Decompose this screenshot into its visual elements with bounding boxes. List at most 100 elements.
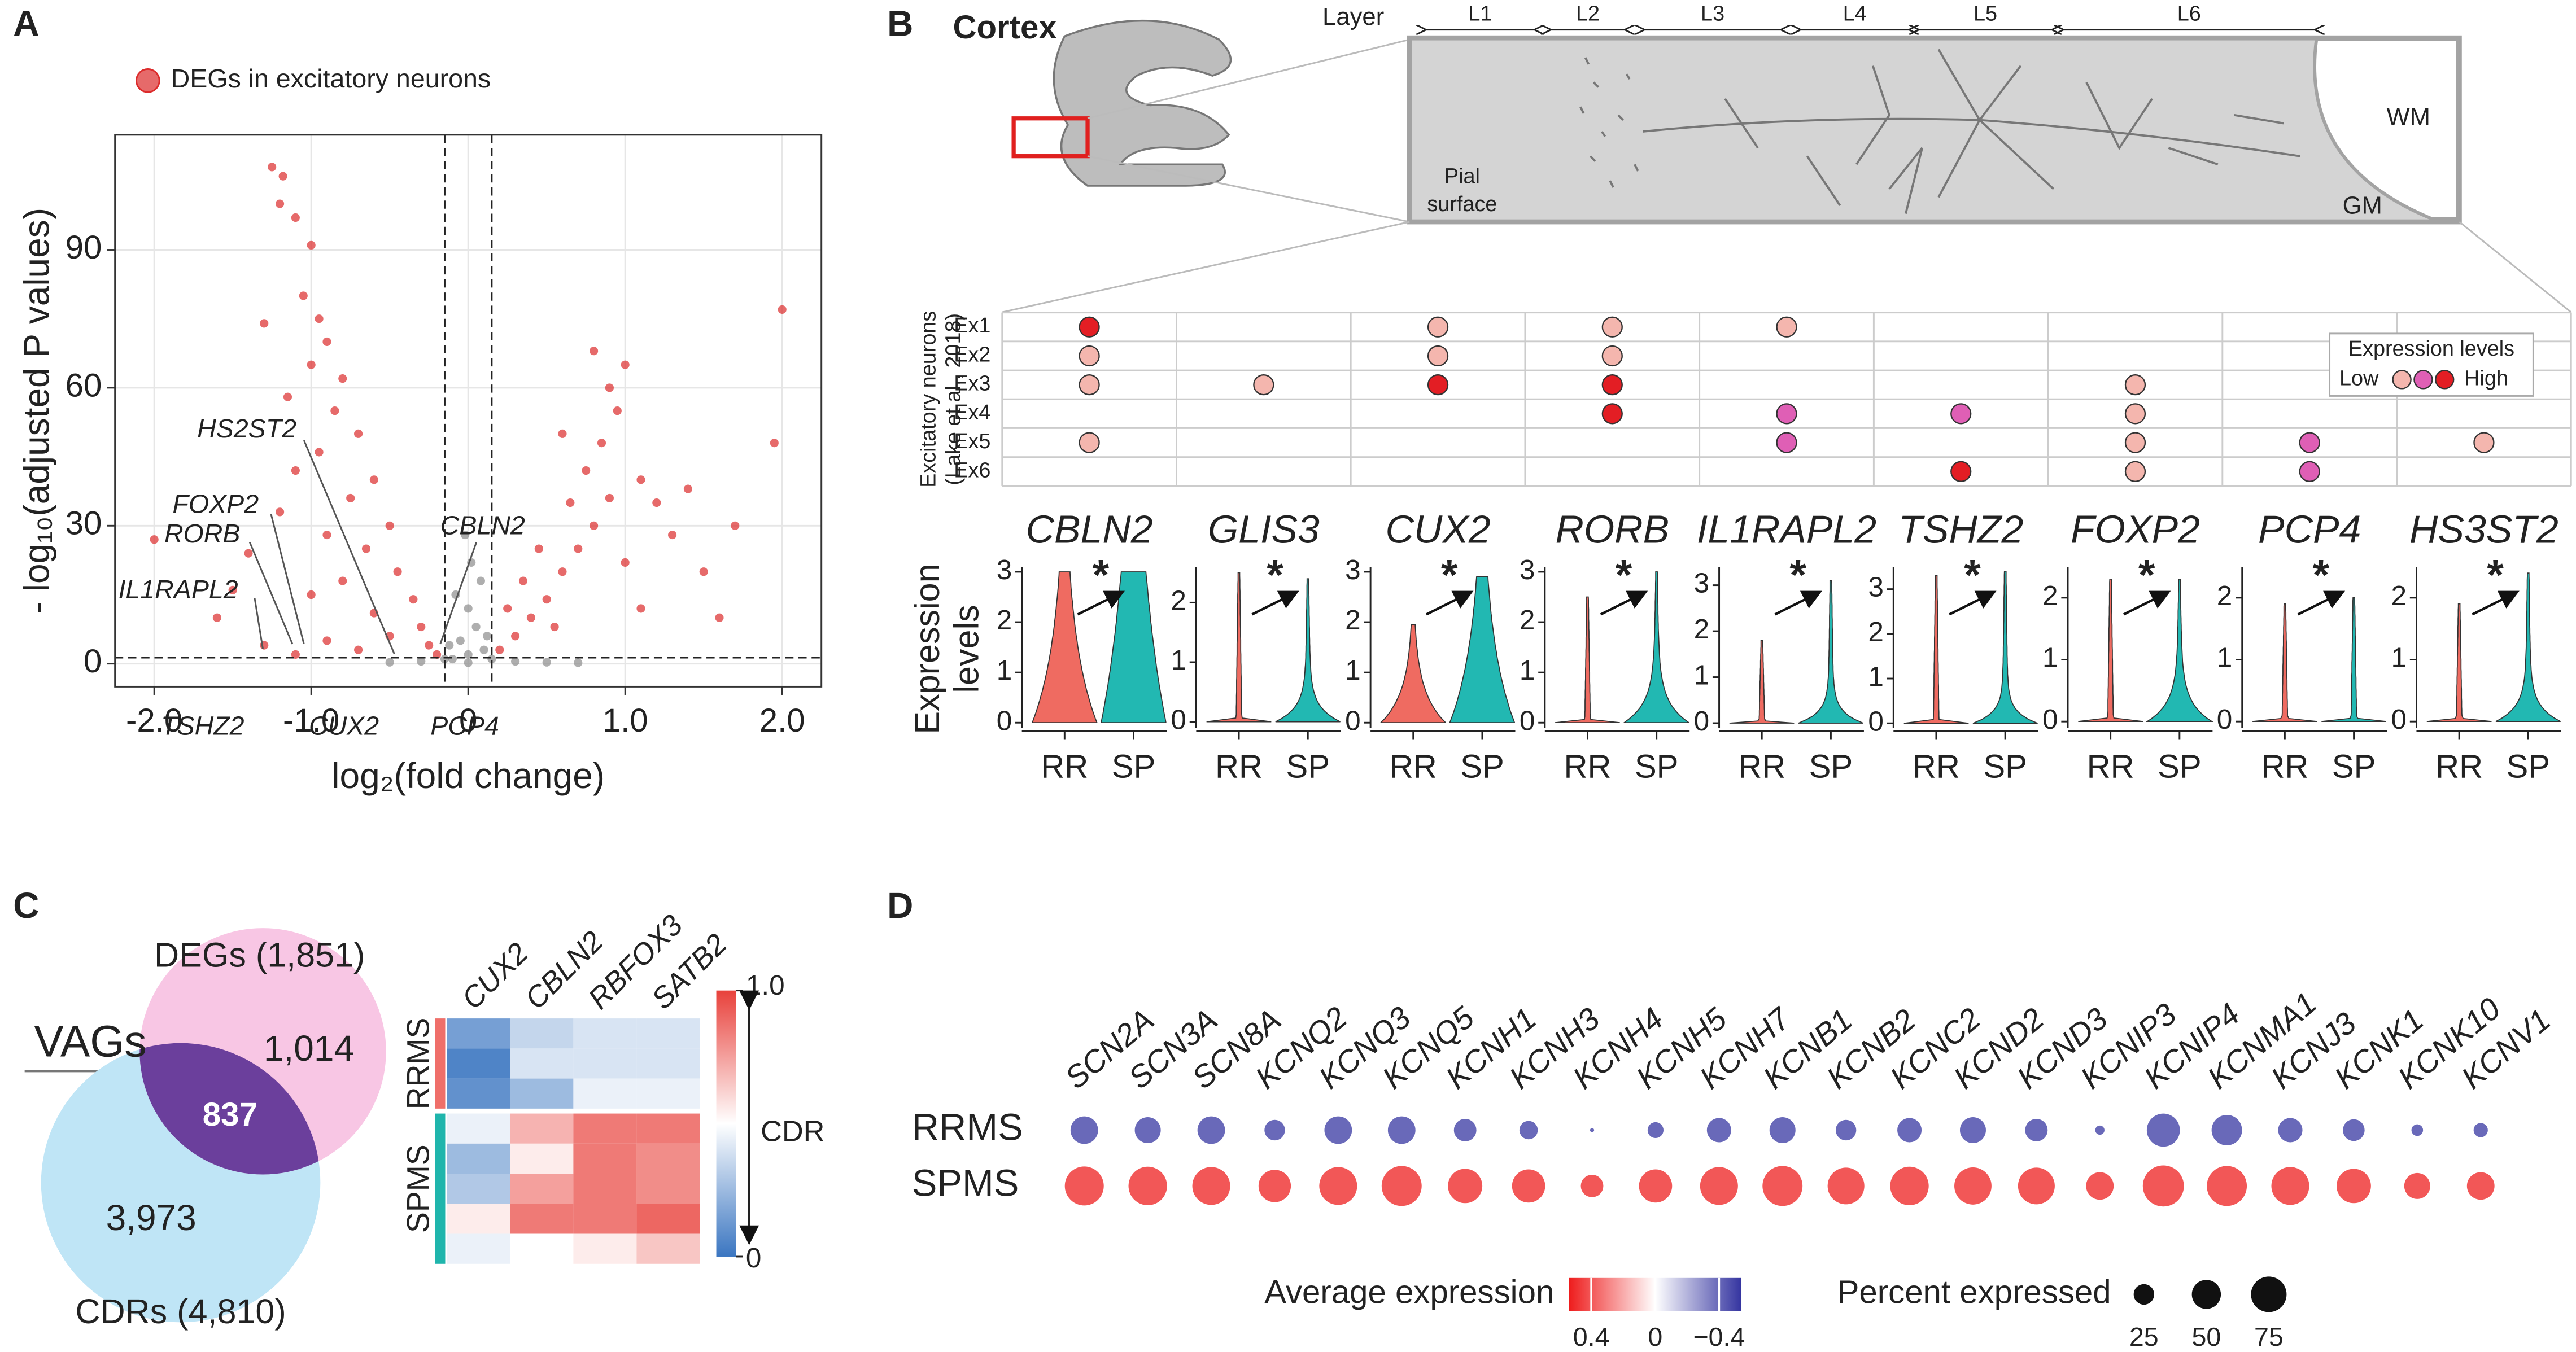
wm-label: WM xyxy=(2386,103,2430,130)
point xyxy=(354,429,363,438)
dot xyxy=(2278,1118,2303,1143)
size-legend-dot xyxy=(2191,1280,2221,1309)
gene-name: GLIS3 xyxy=(1208,507,1320,551)
point xyxy=(590,521,599,530)
y-axis-label: - log₁₀(adjusted P values) xyxy=(16,208,57,614)
significance: * xyxy=(1964,552,1981,599)
group-label: SP xyxy=(2158,748,2202,785)
y-tick-label: 1 xyxy=(1345,655,1361,686)
violin xyxy=(1798,580,1863,724)
point xyxy=(476,576,485,585)
y-tick-label: 0 xyxy=(1868,706,1884,737)
row-label: Ex1 xyxy=(954,314,990,338)
heatmap-cell xyxy=(510,1174,574,1204)
violin xyxy=(2426,603,2492,722)
dot xyxy=(1448,1169,1483,1204)
heatmap-cell xyxy=(636,1204,700,1234)
legend-swatch xyxy=(2435,370,2455,390)
point xyxy=(299,291,308,300)
expression-dot xyxy=(1601,374,1623,396)
dot xyxy=(1580,1174,1604,1197)
significance-arrow xyxy=(1774,590,1822,616)
y-tick-label: 0 xyxy=(1171,705,1186,736)
dot xyxy=(1453,1119,1477,1141)
group-label: SPMS xyxy=(400,1144,435,1233)
point xyxy=(479,645,488,654)
colorbar-tick-label: 0 xyxy=(746,1242,762,1274)
significance-arrow xyxy=(1077,590,1125,616)
significance-arrow xyxy=(2297,590,2346,616)
point xyxy=(511,657,520,666)
dot xyxy=(1387,1116,1416,1144)
dot xyxy=(2271,1167,2309,1205)
point xyxy=(558,429,567,438)
annotation-leader xyxy=(270,514,305,645)
x-tick-label: 2.0 xyxy=(759,702,805,739)
heatmap-cell xyxy=(510,1078,574,1109)
y-tick-label: 0 xyxy=(2217,704,2233,735)
heatmap-cell xyxy=(573,1078,637,1109)
gene-annotation: RORB xyxy=(164,519,240,548)
heatmap-cell xyxy=(573,1233,637,1264)
point xyxy=(307,590,316,600)
dot xyxy=(1197,1116,1225,1144)
heatmap-cell xyxy=(636,1018,700,1049)
y-tick-label: 2 xyxy=(1520,605,1535,636)
gene-annotation: CBLN2 xyxy=(440,510,525,540)
heatmap-cell xyxy=(573,1143,637,1174)
point xyxy=(542,595,551,604)
violin xyxy=(2321,597,2387,722)
y-tick-label: 3 xyxy=(1520,554,1535,585)
y-tick-label: 2 xyxy=(2042,580,2058,611)
heatmap-cell xyxy=(447,1018,510,1049)
expression-dot xyxy=(2299,432,2320,453)
group-label: RR xyxy=(1913,748,1960,785)
violin xyxy=(1449,576,1516,724)
zoom-line xyxy=(1087,155,1410,223)
gene-annotation: IL1RAPL2 xyxy=(118,575,238,604)
significance-arrow xyxy=(1600,590,1648,616)
dot xyxy=(1954,1167,1992,1205)
point xyxy=(228,585,237,594)
gene-name: PCP4 xyxy=(2258,507,2361,551)
gene-name: CUX2 xyxy=(1385,507,1490,551)
annotation-leader xyxy=(439,541,478,645)
layer-label: L4 xyxy=(1843,2,1867,25)
legend-swatch xyxy=(136,68,160,93)
expression-dot xyxy=(1601,403,1623,425)
dot xyxy=(1827,1167,1865,1205)
heatmap-cell xyxy=(510,1204,574,1234)
violin xyxy=(1555,596,1620,724)
y-tick-label: 1 xyxy=(2391,642,2407,673)
significance-arrow xyxy=(2472,590,2520,616)
y-tick-label: 1 xyxy=(1694,660,1710,691)
point xyxy=(291,466,300,475)
dot xyxy=(2337,1169,2371,1204)
y-tick-label: 0 xyxy=(84,643,102,680)
point xyxy=(260,319,269,328)
significance: * xyxy=(2313,552,2330,599)
dot xyxy=(1134,1117,1161,1143)
point xyxy=(361,544,371,553)
dot xyxy=(1128,1166,1167,1205)
violin xyxy=(1379,624,1447,724)
heatmap-cell xyxy=(636,1174,700,1204)
y-tick-label: 2 xyxy=(2391,580,2407,611)
y-axis-label: Expression xyxy=(908,563,946,734)
point xyxy=(464,604,473,613)
y-tick-label: 0 xyxy=(2042,704,2058,735)
dot xyxy=(2466,1172,2495,1200)
group-label: SP xyxy=(2506,748,2550,785)
panel-letter: B xyxy=(887,3,913,44)
violin xyxy=(2078,578,2143,722)
expression-dot xyxy=(1950,403,1972,425)
point xyxy=(636,604,645,613)
point xyxy=(621,558,630,567)
group-label: RR xyxy=(1041,748,1088,785)
dot xyxy=(2211,1114,2242,1145)
point xyxy=(445,641,454,650)
column-label: CUX2 xyxy=(456,937,535,1016)
y-tick-label: 1 xyxy=(1868,661,1884,692)
dot xyxy=(2086,1172,2114,1200)
colorbar-tick-label: −0.4 xyxy=(1693,1322,1745,1351)
